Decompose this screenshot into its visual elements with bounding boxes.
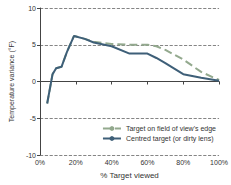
svg-text:5: 5 bbox=[32, 41, 36, 48]
svg-text:Target on field of view's edge: Target on field of view's edge bbox=[126, 125, 216, 133]
svg-text:% Target viewed: % Target viewed bbox=[100, 171, 159, 180]
svg-text:-5: -5 bbox=[30, 115, 36, 122]
svg-text:100%: 100% bbox=[210, 159, 228, 166]
svg-text:0%: 0% bbox=[35, 159, 45, 166]
svg-text:40%: 40% bbox=[105, 159, 119, 166]
svg-text:0: 0 bbox=[32, 78, 36, 85]
svg-text:60%: 60% bbox=[140, 159, 154, 166]
svg-text:10: 10 bbox=[28, 5, 36, 12]
svg-text:Temperature variance (°F): Temperature variance (°F) bbox=[8, 41, 16, 122]
svg-text:20%: 20% bbox=[69, 159, 83, 166]
svg-text:80%: 80% bbox=[176, 159, 190, 166]
svg-text:Centred target (or dirty lens): Centred target (or dirty lens) bbox=[126, 135, 214, 143]
svg-text:-10: -10 bbox=[26, 152, 36, 159]
